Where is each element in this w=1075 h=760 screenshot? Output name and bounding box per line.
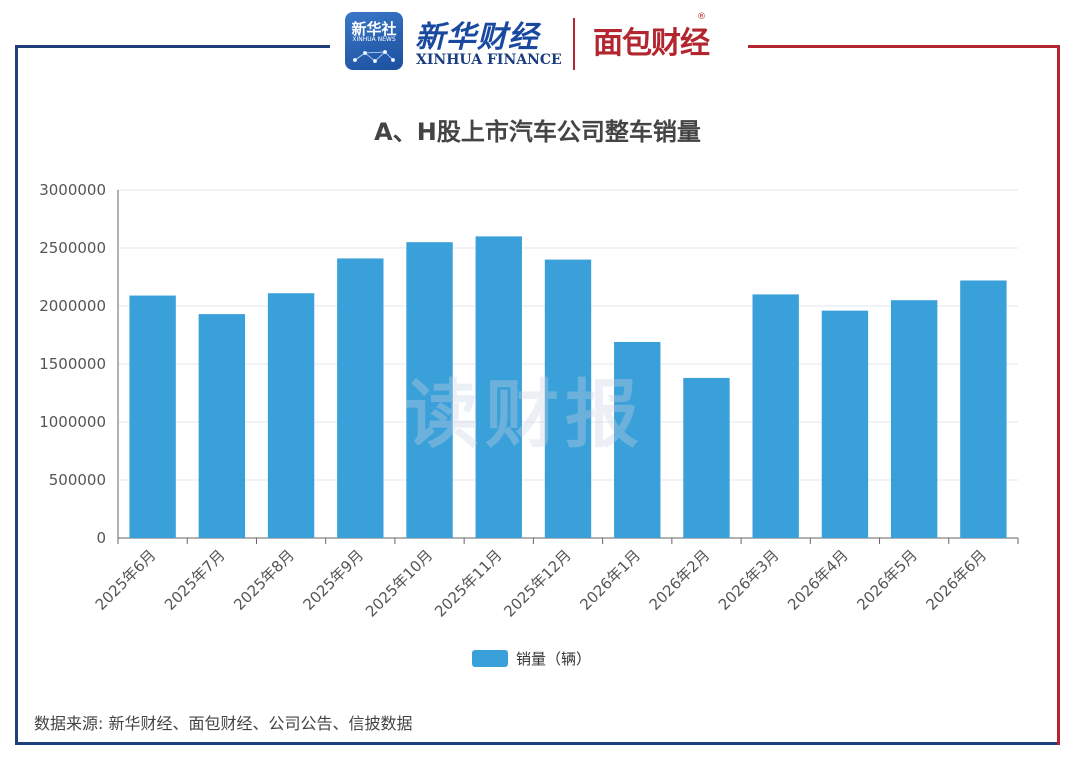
x-tick-label: 2025年6月	[92, 546, 160, 614]
bar	[890, 300, 938, 538]
x-tick-label: 2025年8月	[230, 546, 298, 614]
y-tick-label: 2500000	[39, 239, 106, 257]
bar	[267, 293, 315, 538]
xinhua-finance-cn: 新华财经	[415, 20, 539, 55]
bar	[821, 310, 869, 538]
y-tick-label: 1500000	[39, 355, 106, 373]
x-tick-label: 2026年6月	[923, 546, 991, 614]
bar	[129, 295, 176, 538]
bar	[544, 259, 592, 538]
x-tick-label: 2025年9月	[299, 546, 367, 614]
xinhua-icon-cn: 新华社	[351, 20, 397, 38]
bar	[683, 377, 730, 538]
x-tick-label: 2026年1月	[576, 546, 644, 614]
frame-top-right	[748, 45, 1060, 48]
legend-swatch	[472, 650, 508, 667]
watermark: 读财报	[405, 372, 645, 458]
x-tick-label: 2025年7月	[161, 546, 229, 614]
bar	[406, 242, 453, 538]
data-source: 数据来源: 新华财经、面包财经、公司公告、信披数据	[34, 714, 413, 733]
x-tick-label: 2026年5月	[853, 546, 921, 614]
x-tick-label: 2026年2月	[646, 546, 714, 614]
bar	[960, 280, 1007, 538]
x-tick-label: 2025年10月	[362, 546, 436, 620]
y-tick-label: 500000	[49, 471, 106, 489]
bar	[752, 294, 799, 538]
x-tick-label: 2025年12月	[500, 546, 574, 620]
y-tick-label: 1000000	[39, 413, 106, 431]
frame-right	[1057, 45, 1060, 745]
registered-mark: ®	[697, 12, 706, 22]
bar-chart: 3000000 2500000 2000000 1500000 1000000 50000…	[39, 181, 1019, 621]
y-tick-label: 2000000	[39, 297, 106, 315]
xinhua-news-logo: 新华社 XINHUA NEWS	[345, 12, 403, 70]
bar	[337, 258, 384, 538]
network-icon	[353, 50, 396, 63]
header-logos: 新华社 XINHUA NEWS 新华财经 XINHUA FINANCE 面包财经…	[345, 12, 735, 72]
bar	[198, 314, 246, 538]
logo-divider	[573, 18, 575, 70]
xinhua-icon-en: XINHUA NEWS	[352, 36, 396, 43]
bar	[475, 236, 522, 538]
mianbao-finance-logo: 面包财经	[593, 26, 710, 61]
frame-bottom	[15, 742, 1060, 745]
chart-title: A、H股上市汽车公司整车销量	[374, 118, 701, 146]
frame-left	[15, 45, 18, 745]
legend-label: 销量（辆）	[516, 650, 592, 668]
y-tick-label: 3000000	[39, 181, 106, 199]
frame-top-left	[15, 45, 330, 48]
xinhua-finance-en: XINHUA FINANCE	[416, 52, 562, 68]
y-tick-label: 0	[96, 529, 106, 547]
x-tick-label: 2025年11月	[431, 546, 505, 620]
x-tick-label: 2026年4月	[784, 546, 852, 614]
bar	[614, 341, 661, 538]
x-tick-label: 2026年3月	[715, 546, 783, 614]
